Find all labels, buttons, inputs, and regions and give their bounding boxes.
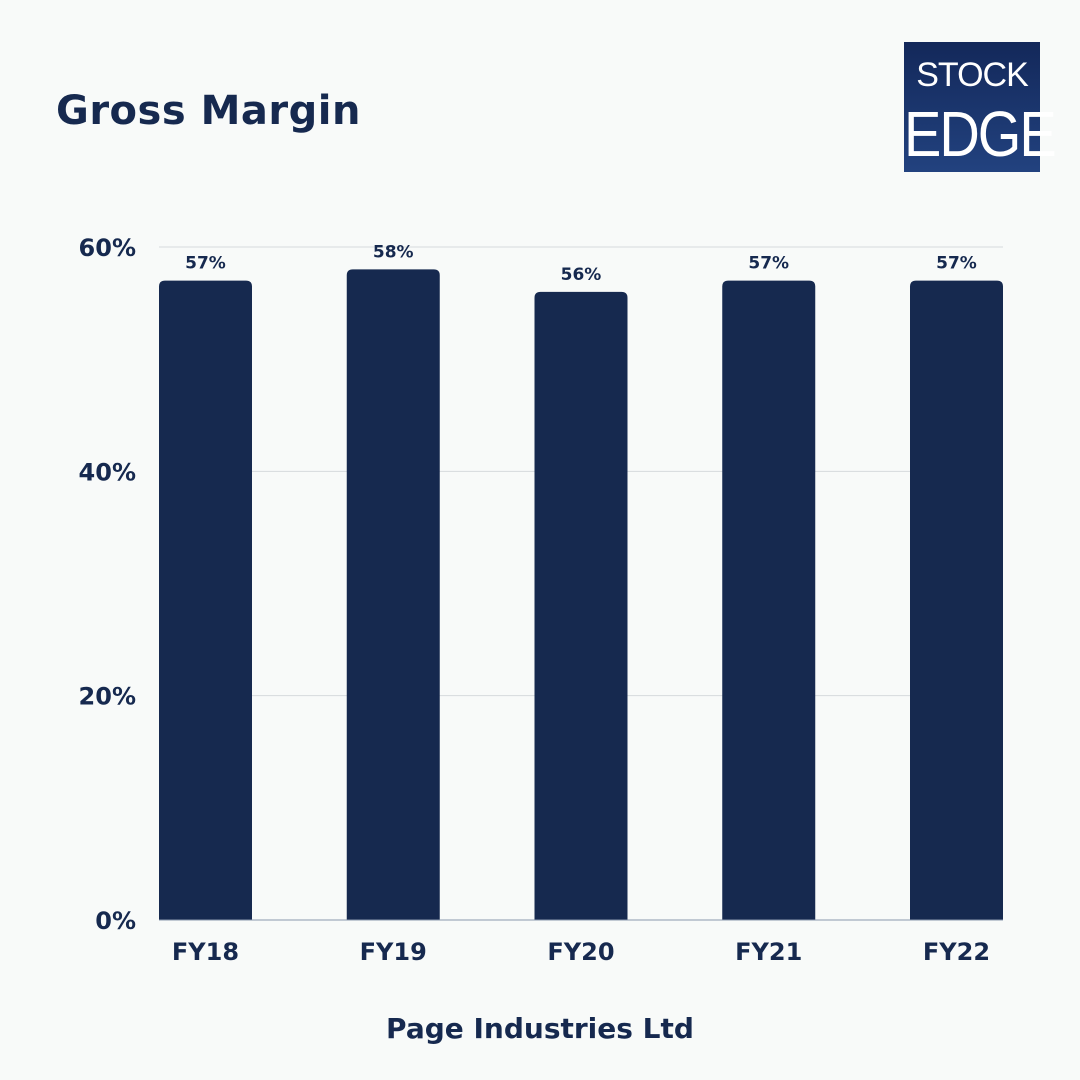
- y-tick-label: 0%: [95, 907, 136, 935]
- bar: [722, 280, 816, 920]
- y-tick-label: 40%: [79, 458, 136, 486]
- data-label: 57%: [936, 254, 977, 274]
- x-tick-label: FY22: [923, 938, 990, 966]
- x-axis-label: Page Industries Ltd: [386, 1012, 694, 1045]
- chart-title: Gross Margin: [56, 88, 361, 134]
- bar: [534, 291, 628, 920]
- bar: [910, 280, 1003, 920]
- y-tick-label: 60%: [79, 234, 136, 262]
- data-label: 56%: [561, 265, 602, 285]
- logo-text-stock: STOCK: [916, 56, 1029, 94]
- logo-text-edge: EDGE: [904, 97, 1057, 170]
- x-tick-label: FY20: [547, 938, 614, 966]
- stockedge-logo: STOCK EDGE: [904, 42, 1057, 172]
- bar: [346, 269, 440, 920]
- x-tick-label: FY21: [735, 938, 802, 966]
- bar: [159, 280, 252, 920]
- y-tick-label: 20%: [79, 683, 136, 711]
- x-tick-label: FY18: [172, 938, 239, 966]
- data-label: 57%: [185, 254, 226, 274]
- x-tick-label: FY19: [360, 938, 427, 966]
- data-label: 57%: [748, 254, 789, 274]
- data-label: 58%: [373, 242, 414, 262]
